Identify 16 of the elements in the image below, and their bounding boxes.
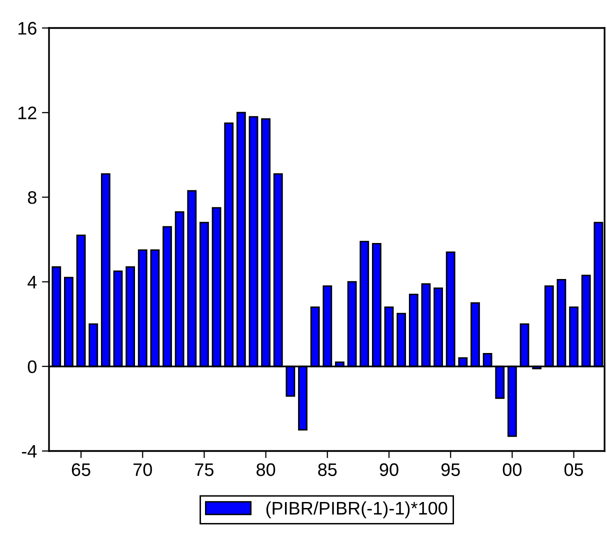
y-tick-label: 4 bbox=[28, 276, 37, 288]
y-tick-label: 16 bbox=[18, 22, 36, 35]
y-tick-label: 8 bbox=[28, 191, 36, 204]
x-tick-label: 95 bbox=[441, 463, 460, 476]
legend-label: (PIBR/PIBR(-1)-1)*100 bbox=[266, 501, 448, 518]
x-tick-label: 05 bbox=[564, 463, 584, 476]
x-tick-label: 85 bbox=[318, 463, 337, 476]
x-tick-label: 80 bbox=[256, 463, 276, 476]
x-tick-label: 65 bbox=[72, 463, 90, 476]
x-tick-label: 90 bbox=[380, 463, 398, 476]
x-tick-label: 00 bbox=[502, 463, 522, 476]
y-tick-label: -4 bbox=[22, 445, 37, 458]
x-tick-label: 70 bbox=[134, 463, 152, 476]
y-tick-label: 12 bbox=[18, 106, 36, 120]
y-tick-label: 0 bbox=[28, 360, 36, 374]
x-tick-label: 75 bbox=[195, 463, 214, 476]
